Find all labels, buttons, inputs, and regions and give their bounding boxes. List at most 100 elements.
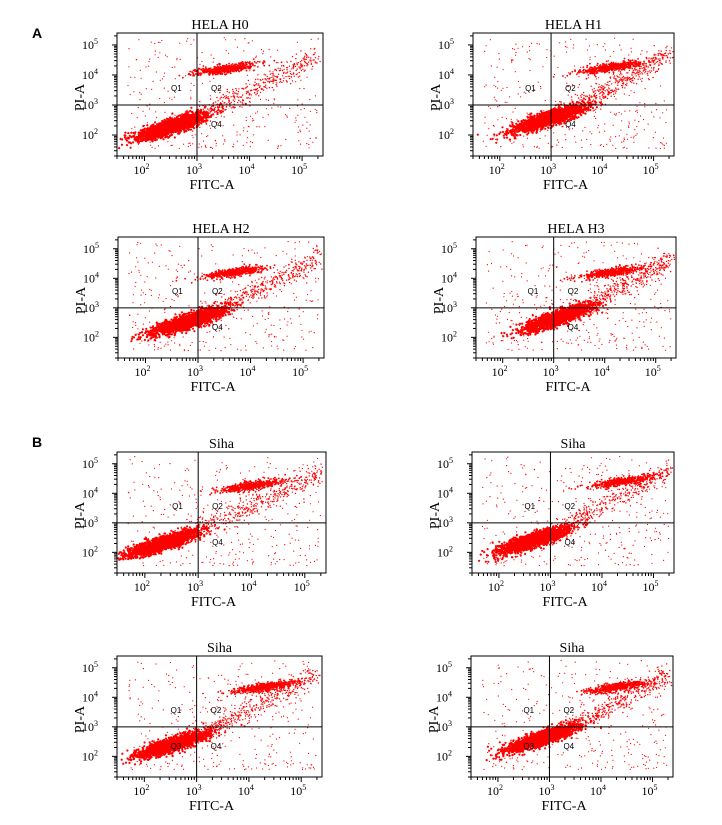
data-point <box>299 130 300 131</box>
data-point <box>293 72 294 73</box>
data-point <box>248 62 250 64</box>
data-point <box>248 97 249 98</box>
data-point <box>217 64 219 66</box>
data-point <box>278 106 279 107</box>
data-point <box>240 70 242 72</box>
data-point <box>298 132 299 133</box>
data-point <box>226 72 228 74</box>
data-point <box>174 97 175 98</box>
data-point <box>597 72 599 74</box>
data-point <box>293 65 294 66</box>
data-point <box>257 93 258 94</box>
data-point <box>309 131 310 132</box>
data-point <box>306 54 307 55</box>
data-point <box>276 84 277 85</box>
data-point <box>542 115 544 117</box>
data-point <box>256 126 257 127</box>
data-point <box>257 74 258 75</box>
data-point <box>199 110 200 111</box>
data-point <box>183 144 184 145</box>
data-point <box>553 121 555 123</box>
data-point <box>190 74 192 76</box>
data-point <box>300 67 301 68</box>
data-point <box>212 148 213 149</box>
data-point <box>152 140 153 141</box>
data-point <box>232 89 233 90</box>
data-point <box>264 126 265 127</box>
data-point <box>304 70 305 71</box>
data-point <box>262 117 263 118</box>
data-point <box>249 94 250 95</box>
data-point <box>254 82 255 83</box>
data-point <box>128 141 130 143</box>
data-point <box>301 60 302 61</box>
data-point <box>308 62 309 63</box>
data-point <box>190 107 192 109</box>
data-point <box>171 114 172 115</box>
data-point <box>199 143 200 144</box>
data-point <box>205 145 206 146</box>
data-point <box>300 80 301 81</box>
data-point <box>188 118 189 119</box>
data-point <box>206 114 207 115</box>
data-point <box>118 147 120 149</box>
data-point <box>198 71 200 73</box>
data-point <box>306 57 307 58</box>
data-point <box>540 128 542 130</box>
data-point <box>255 94 256 95</box>
data-point <box>212 109 213 110</box>
data-point <box>285 139 286 140</box>
data-point <box>262 79 263 80</box>
data-point <box>184 122 185 123</box>
data-point <box>246 62 247 63</box>
data-point <box>263 82 264 83</box>
data-point <box>577 116 579 118</box>
data-point <box>179 148 180 149</box>
data-point <box>514 131 516 133</box>
data-point <box>130 94 131 95</box>
data-point <box>207 114 208 115</box>
data-point <box>315 109 316 110</box>
data-point <box>172 123 174 125</box>
data-point <box>285 114 286 115</box>
data-point <box>246 91 247 92</box>
data-point <box>311 64 312 65</box>
data-point <box>144 135 146 137</box>
data-point <box>147 122 148 123</box>
data-point <box>172 145 173 146</box>
data-point <box>310 48 311 49</box>
data-point <box>156 71 157 72</box>
data-point <box>158 123 160 125</box>
data-point <box>203 115 204 116</box>
data-point <box>277 77 278 78</box>
data-point <box>248 92 249 93</box>
data-point <box>211 147 212 148</box>
data-point <box>224 96 225 97</box>
data-point <box>202 52 203 53</box>
data-point <box>141 136 142 137</box>
data-point <box>255 57 256 58</box>
data-point <box>203 72 205 74</box>
data-point <box>273 103 274 104</box>
data-point <box>161 133 163 135</box>
data-point <box>278 74 279 75</box>
data-point <box>315 57 316 58</box>
data-point <box>294 63 295 64</box>
data-point <box>531 123 533 125</box>
data-point <box>246 97 247 98</box>
data-point <box>308 57 309 58</box>
data-point <box>190 98 191 99</box>
flow-plot: HELA H1Q1 Q2Q4102 103 104 105102103104105FIT… <box>429 18 674 193</box>
data-point <box>198 147 199 148</box>
data-point <box>245 64 247 66</box>
data-point <box>537 128 539 130</box>
data-point <box>162 78 163 79</box>
data-point <box>283 73 284 74</box>
data-point <box>310 124 311 125</box>
data-point <box>304 117 305 118</box>
data-point <box>195 70 197 72</box>
data-point <box>506 137 508 139</box>
data-point <box>156 117 157 118</box>
data-point <box>227 89 228 90</box>
data-point <box>131 128 132 129</box>
